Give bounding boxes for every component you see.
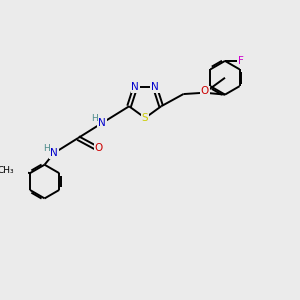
Text: CH₃: CH₃: [0, 166, 14, 175]
Text: O: O: [95, 142, 103, 153]
Text: N: N: [50, 148, 58, 158]
Text: H: H: [43, 144, 50, 153]
Text: N: N: [151, 82, 159, 92]
Text: S: S: [142, 113, 148, 124]
Text: H: H: [91, 114, 98, 123]
Text: F: F: [238, 56, 244, 66]
Text: N: N: [131, 82, 139, 92]
Text: N: N: [98, 118, 106, 128]
Text: O: O: [200, 86, 209, 96]
